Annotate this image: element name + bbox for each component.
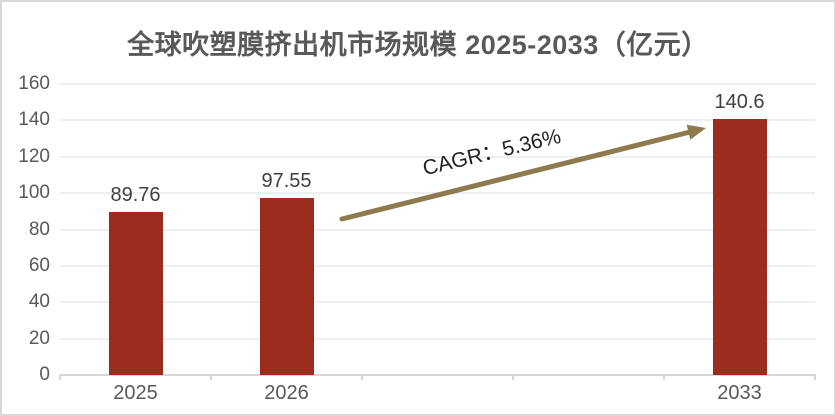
bar-value-label: 97.55 <box>261 169 312 192</box>
x-axis-tick <box>814 374 816 380</box>
x-axis-tick <box>361 374 363 380</box>
y-tick-label: 100 <box>18 182 50 204</box>
y-tick-label: 120 <box>18 145 50 167</box>
gridline <box>60 301 815 304</box>
bar <box>108 211 163 375</box>
bar <box>712 119 767 375</box>
gridline <box>60 119 815 122</box>
gridline <box>60 228 815 231</box>
y-tick-label: 40 <box>28 291 50 313</box>
gridline <box>60 337 815 340</box>
x-tick-label: 2026 <box>264 382 309 404</box>
bar <box>259 197 314 375</box>
y-tick-label: 140 <box>18 109 50 131</box>
x-axis-tick <box>59 374 61 380</box>
x-axis-tick <box>210 374 212 380</box>
y-tick-label: 80 <box>28 218 50 240</box>
bar-value-label: 89.76 <box>110 183 161 206</box>
x-axis-line <box>60 374 815 376</box>
gridline <box>60 264 815 267</box>
x-axis-tick <box>663 374 665 380</box>
y-tick-label: 20 <box>28 327 50 349</box>
bar-value-label: 140.6 <box>714 91 765 114</box>
chart-title: 全球吹塑膜挤出机市场规模 2025-2033（亿元） <box>127 30 709 60</box>
x-tick-label: 2025 <box>113 382 158 404</box>
y-tick-label: 0 <box>39 364 50 385</box>
x-tick-label: 2033 <box>717 382 762 404</box>
cagr-annotation: CAGR：5.36% <box>420 124 564 181</box>
y-tick-label: 60 <box>28 254 50 276</box>
gridline <box>60 83 815 85</box>
x-axis-tick <box>512 374 514 380</box>
y-tick-label: 160 <box>18 73 50 94</box>
